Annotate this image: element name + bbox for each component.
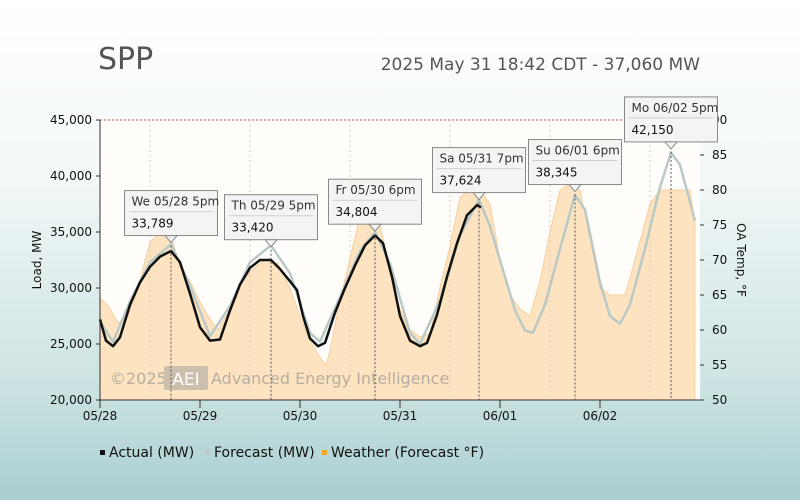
watermark-logo-box — [164, 366, 208, 390]
callout-value: 37,624 — [440, 174, 482, 188]
actual-line — [98, 203, 482, 348]
x-tick-label: 05/30 — [283, 409, 318, 423]
x-tick-label: 06/02 — [583, 409, 618, 423]
watermark: ©2025 AEI Advanced Energy Intelligence — [110, 366, 449, 390]
callout-box — [124, 190, 218, 237]
callout-pointer — [567, 184, 583, 193]
x-tick-label: 06/01 — [483, 409, 518, 423]
peak-callout: We 05/28 5pm 33,789 — [124, 190, 220, 244]
y2-axis-label: OA Temp, °F — [734, 223, 748, 297]
y2-tick-label: 70 — [712, 253, 727, 267]
legend-item: Forecast (MW) — [205, 445, 315, 461]
x-tick-label: 05/31 — [383, 409, 418, 423]
legend-label: Forecast (MW) — [214, 445, 315, 461]
peak-callout: Mo 06/02 5pm 42,150 — [624, 96, 719, 150]
x-tick-label: 05/29 — [183, 409, 218, 423]
callout-box — [624, 96, 718, 143]
legend-label: Weather (Forecast °F) — [331, 445, 484, 461]
callout-layer: We 05/28 5pm 33,789 Th 05/29 5pm 33,420 Fr 0… — [124, 96, 719, 248]
actual-layer — [98, 203, 482, 348]
x-tick-label: 05/28 — [83, 409, 118, 423]
callout-pointer — [471, 192, 487, 201]
callout-value: 42,150 — [632, 123, 674, 137]
callout-value: 33,789 — [132, 217, 174, 231]
callout-title: Su 06/01 6pm — [536, 144, 620, 158]
callout-title: We 05/28 5pm — [132, 195, 220, 209]
legend: Actual (MW) Forecast (MW) Weather (Forecas… — [100, 445, 484, 461]
y2-tick-label: 85 — [712, 148, 727, 162]
callout-title: Mo 06/02 5pm — [632, 101, 719, 115]
peak-callout: Th 05/29 5pm 33,420 — [224, 194, 318, 248]
callout-value: 38,345 — [536, 166, 578, 180]
y2-tick-label: 65 — [712, 288, 727, 302]
peak-callout: Fr 05/30 6pm 34,804 — [328, 178, 422, 232]
callout-pointer — [367, 223, 383, 232]
y-tick-label: 25,000 — [50, 337, 92, 351]
watermark-logo: AEI — [172, 370, 199, 390]
peak-callout: Su 06/01 6pm 38,345 — [528, 139, 622, 193]
legend-item: Weather (Forecast °F) — [322, 445, 484, 461]
callout-value: 34,804 — [336, 205, 378, 219]
marker-layer — [170, 151, 672, 400]
callout-box — [328, 178, 422, 225]
callout-title: Th 05/29 5pm — [231, 199, 316, 213]
y-tick-label: 30,000 — [50, 281, 92, 295]
y2-tick-label: 80 — [712, 183, 727, 197]
legend-swatch — [205, 450, 210, 455]
plot-area: ©2025 AEI Advanced Energy Intelligence 2… — [50, 113, 727, 423]
legend-item: Actual (MW) — [100, 445, 194, 461]
callout-pointer — [663, 141, 679, 150]
peak-callout: Sa 05/31 7pm 37,624 — [432, 147, 526, 201]
y2-tick-label: 60 — [712, 323, 727, 337]
callout-pointer — [263, 239, 279, 248]
legend-swatch — [100, 450, 105, 455]
watermark-copyright: ©2025 — [110, 369, 167, 388]
y2-tick-label: 50 — [712, 393, 727, 407]
callout-box — [432, 147, 526, 194]
y-tick-label: 20,000 — [50, 393, 92, 407]
y2-tick-label: 75 — [712, 218, 727, 232]
legend-label: Actual (MW) — [109, 445, 194, 461]
y2-tick-label: 55 — [712, 358, 727, 372]
y-tick-label: 40,000 — [50, 169, 92, 183]
callout-pointer — [163, 235, 179, 244]
axis-layer: 20,000 25,000 30,000 35,000 40,000 45,000 50 55… — [50, 113, 727, 423]
callout-value: 33,420 — [232, 221, 274, 235]
chart-title: SPP — [98, 42, 153, 77]
status-text: 2025 May 31 18:42 CDT - 37,060 MW — [381, 55, 700, 75]
y-tick-label: 45,000 — [50, 113, 92, 127]
callout-box — [528, 139, 622, 186]
y-axis-label: Load, MW — [30, 231, 44, 290]
callout-title: Fr 05/30 6pm — [336, 183, 416, 197]
callout-title: Sa 05/31 7pm — [440, 152, 524, 166]
y-tick-label: 35,000 — [50, 225, 92, 239]
legend-swatch — [322, 450, 327, 455]
watermark-company: Advanced Energy Intelligence — [211, 369, 449, 388]
callout-box — [224, 194, 318, 241]
